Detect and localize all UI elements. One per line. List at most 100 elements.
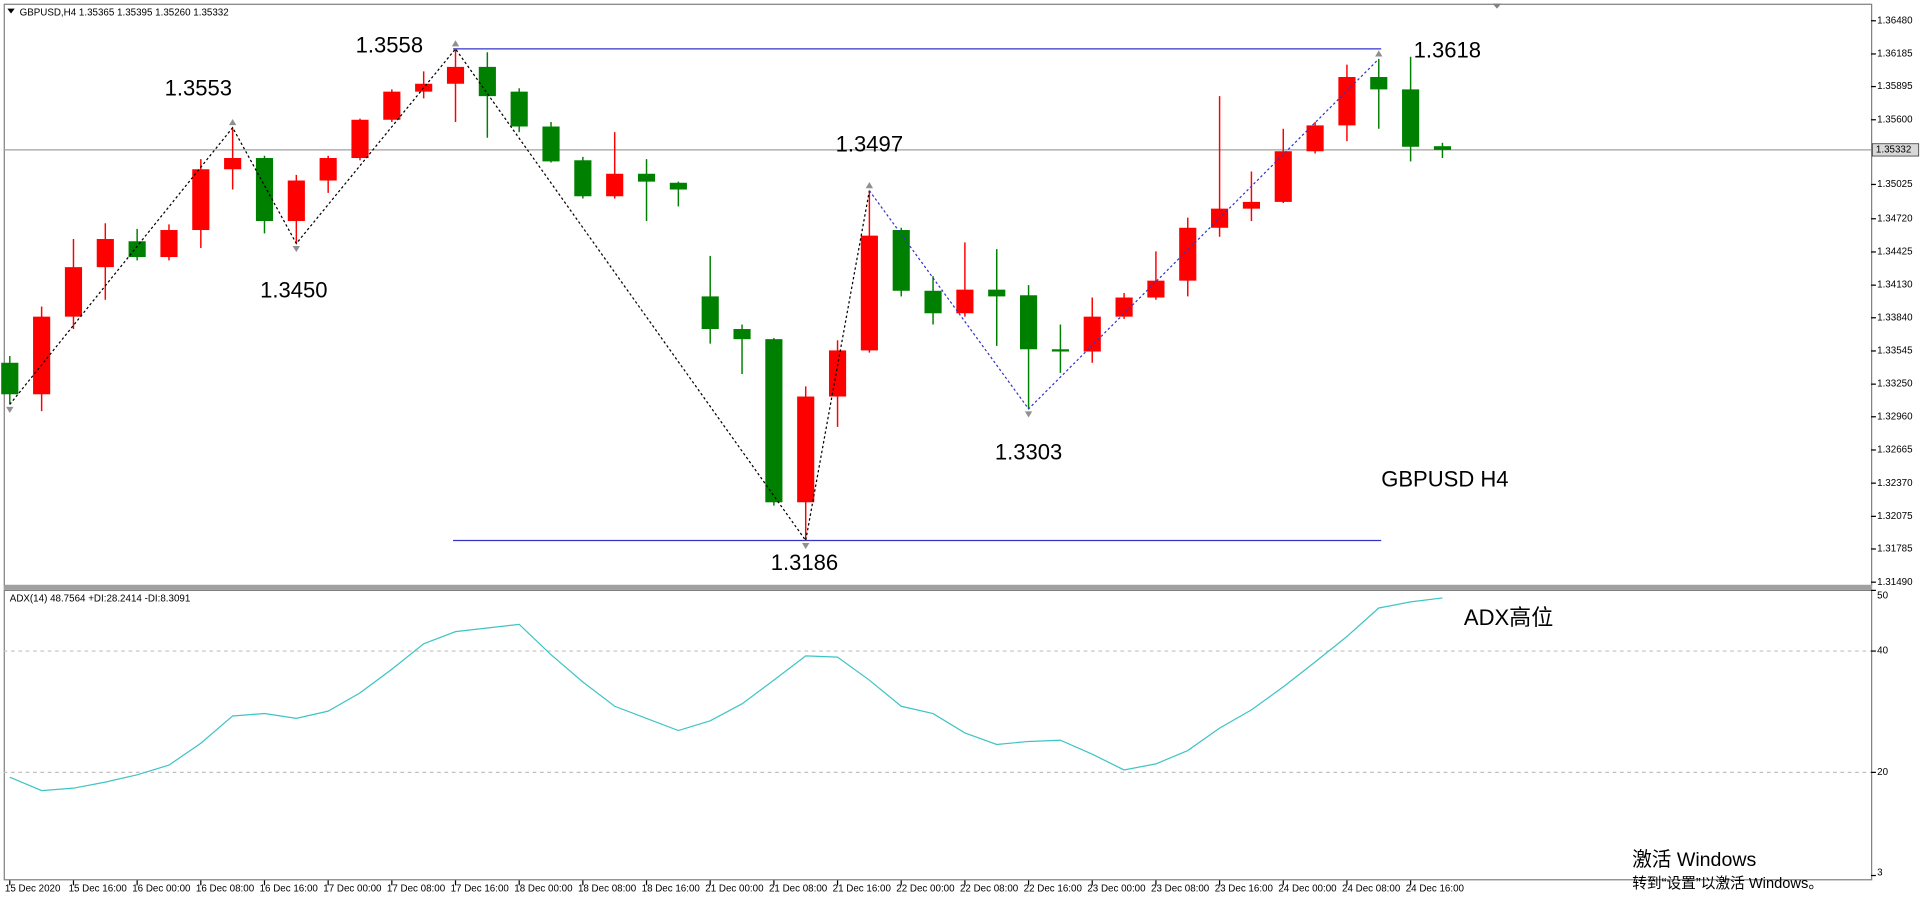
candle-body <box>1 362 19 395</box>
y-tick-label: 1.34130 <box>1877 280 1913 291</box>
x-tick-label: 17 Dec 00:00 <box>323 884 382 895</box>
y-tick-label: 1.31785 <box>1877 544 1913 555</box>
x-tick-label: 21 Dec 00:00 <box>705 884 764 895</box>
candle-body <box>224 158 242 170</box>
pivot-arrow <box>1024 411 1033 418</box>
x-tick-label: 15 Dec 2020 <box>5 884 61 895</box>
annotation: 1.3497 <box>836 132 903 157</box>
y-tick-label: 1.33840 <box>1877 312 1913 323</box>
candle-body <box>1370 77 1388 90</box>
candle-body <box>96 239 114 268</box>
candle-body <box>1051 349 1069 352</box>
y-tick-label: 3 <box>1877 868 1883 879</box>
x-tick-label: 24 Dec 08:00 <box>1342 884 1401 895</box>
y-tick-label: 1.35895 <box>1877 81 1913 92</box>
plus-di-label: +DI: <box>88 593 106 604</box>
x-tick-label: 16 Dec 00:00 <box>132 884 191 895</box>
y-tick-label: 1.32665 <box>1877 445 1913 456</box>
candle-body <box>1433 146 1452 150</box>
x-tick-label: 24 Dec 00:00 <box>1278 884 1337 895</box>
candle-body <box>828 350 847 397</box>
candle-body <box>1020 295 1038 350</box>
y-tick-label: 1.36480 <box>1877 15 1913 26</box>
y-tick-label: 1.33250 <box>1877 379 1913 390</box>
pivot-arrow <box>292 245 300 253</box>
x-tick-label: 24 Dec 16:00 <box>1406 884 1465 895</box>
y-tick-label: 1.36185 <box>1877 49 1913 60</box>
x-tick-label: 17 Dec 08:00 <box>387 884 446 895</box>
x-tick-label: 18 Dec 00:00 <box>514 884 573 895</box>
x-tick-label: 22 Dec 16:00 <box>1024 884 1083 895</box>
candle-body <box>287 180 305 222</box>
x-tick-label: 23 Dec 16:00 <box>1215 884 1274 895</box>
zigzag-line <box>9 47 870 543</box>
annotation: 1.3303 <box>995 439 1062 464</box>
candle-body <box>446 66 465 84</box>
candle-body <box>1306 125 1324 152</box>
x-tick-label: 18 Dec 16:00 <box>642 884 701 895</box>
candle-body <box>1242 201 1260 209</box>
candle-body <box>606 173 624 197</box>
candle-body <box>33 316 51 395</box>
watermark-subtitle: 转到“设置”以激活 Windows。 <box>1632 875 1823 892</box>
y-tick-label: 1.35600 <box>1877 114 1913 125</box>
pivot-arrow <box>6 406 14 413</box>
candle-body <box>669 182 687 190</box>
open-label: 1.35365 <box>79 7 115 18</box>
candle-body <box>478 66 496 97</box>
annotation: 1.3558 <box>356 32 423 57</box>
candle-body <box>1402 89 1420 147</box>
candle-body <box>128 241 146 258</box>
menu-arrow[interactable] <box>7 8 15 14</box>
indicator-name: ADX(14) <box>10 593 48 604</box>
watermark-title: 激活 Windows <box>1632 849 1756 871</box>
x-tick-label: 18 Dec 08:00 <box>578 884 637 895</box>
candle-body <box>64 267 83 317</box>
x-tick-label: 15 Dec 16:00 <box>69 884 128 895</box>
current-price-label: 1.35332 <box>1876 145 1911 156</box>
y-tick-label: 1.32075 <box>1877 511 1913 522</box>
candle-body <box>1083 316 1101 352</box>
candle-body <box>956 289 974 314</box>
x-tick-label: 22 Dec 08:00 <box>960 884 1019 895</box>
candle-body <box>860 235 878 351</box>
pivot-arrow <box>228 119 237 126</box>
sub-panel-frame <box>3 589 1873 881</box>
y-tick-label: 50 <box>1877 591 1888 602</box>
candle-body <box>988 289 1006 297</box>
x-tick-label: 23 Dec 08:00 <box>1151 884 1210 895</box>
candle-body <box>192 169 210 231</box>
y-tick-label: 40 <box>1877 646 1888 657</box>
candle-body <box>892 230 910 291</box>
y-tick-label: 1.34425 <box>1877 247 1913 258</box>
close-label: 1.35332 <box>193 7 228 18</box>
minus-di-label: -DI: <box>145 593 161 604</box>
candle-body <box>383 91 401 120</box>
plus-di-value: 28.2414 <box>106 593 142 604</box>
x-tick-label: 21 Dec 08:00 <box>769 884 828 895</box>
candle-body <box>924 290 942 314</box>
current-price-box <box>1871 143 1920 157</box>
candle-body <box>1115 297 1133 317</box>
x-tick-label: 23 Dec 00:00 <box>1087 884 1146 895</box>
candle-body <box>1338 77 1356 126</box>
y-tick-label: 1.34720 <box>1877 213 1913 224</box>
annotation: 1.3186 <box>771 550 838 575</box>
low-label: 1.35260 <box>155 7 191 18</box>
annotation: 1.3618 <box>1414 37 1481 62</box>
pivot-arrow <box>802 542 810 550</box>
pivot-arrow <box>865 182 874 189</box>
candle-body <box>1274 151 1292 202</box>
chart-header: GBPUSD,H4 1.35365 1.35395 1.35260 1.3533… <box>20 7 229 18</box>
y-tick-label: 1.32960 <box>1877 411 1913 422</box>
candle-body <box>797 396 815 503</box>
adx-value: 48.7564 <box>50 593 86 604</box>
candle-body <box>1179 227 1197 281</box>
zigzag-line <box>868 58 1380 410</box>
candle-body <box>733 329 751 340</box>
x-tick-label: 16 Dec 16:00 <box>260 884 319 895</box>
pivot-arrow <box>451 40 460 47</box>
high-label: 1.35395 <box>117 7 153 18</box>
x-tick-label: 16 Dec 08:00 <box>196 884 255 895</box>
candle-body <box>765 339 783 503</box>
